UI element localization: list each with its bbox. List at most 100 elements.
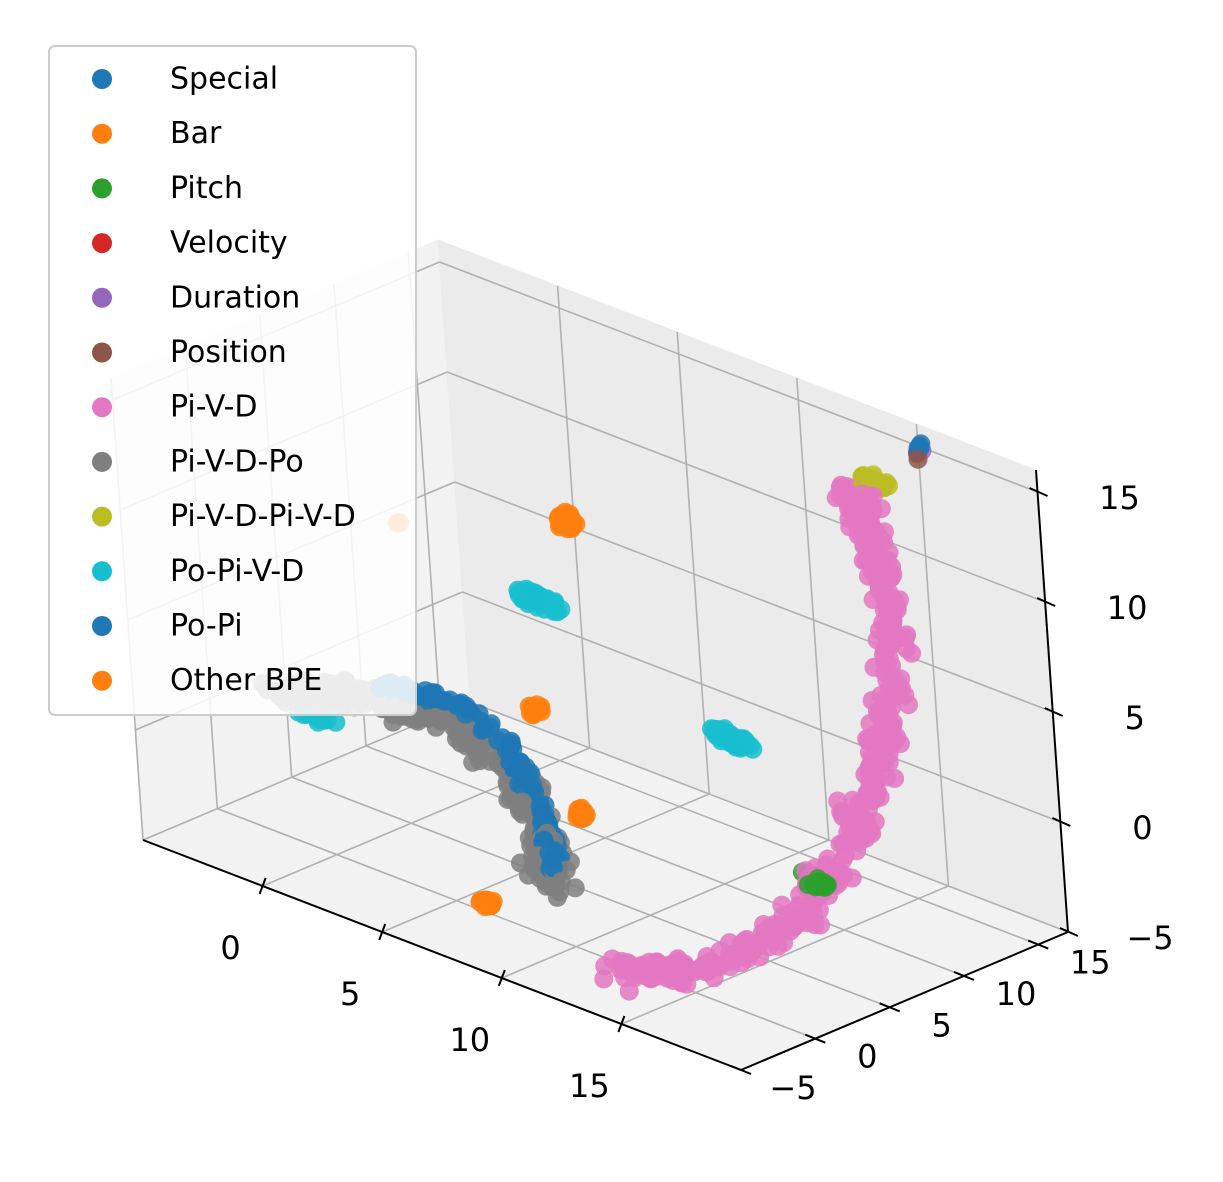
data-point: [892, 679, 911, 698]
data-point: [570, 799, 590, 819]
data-point: [738, 949, 758, 969]
z-tick-label: −5: [1126, 919, 1173, 957]
data-point: [383, 712, 403, 732]
data-point: [869, 527, 889, 547]
data-point: [470, 892, 490, 912]
z-tick: [1059, 927, 1079, 937]
legend: Special Bar Pitch Velocity Duration Position P…: [48, 45, 417, 716]
data-point: [815, 877, 835, 897]
data-point: [513, 792, 533, 812]
gridline-y-floor: [439, 713, 1039, 946]
data-point: [595, 956, 615, 976]
data-point: [548, 602, 567, 622]
gridline-x-back: [676, 331, 710, 795]
legend-marker: [92, 342, 112, 363]
data-point: [558, 519, 578, 539]
legend-label: Other BPE: [170, 663, 322, 698]
gridline-x-floor: [621, 885, 949, 1025]
gridline-z-back: [439, 261, 1038, 493]
axes: 0 5 10 15 −5 0 5 10 15 −5 0 5 10 15: [142, 469, 1174, 1107]
data-point: [530, 797, 550, 816]
legend-marker: [92, 451, 112, 472]
x-tick: [258, 877, 267, 895]
legend-label: Po-Pi-V-D: [170, 554, 304, 589]
y-tick: [804, 1033, 826, 1044]
data-point: [899, 695, 918, 715]
data-point: [463, 752, 483, 772]
data-point: [435, 710, 455, 730]
z-tick-label: 15: [1099, 479, 1140, 517]
y-tick-label: 0: [857, 1038, 877, 1076]
legend-marker: [92, 670, 112, 691]
z-tick-label: 0: [1132, 809, 1152, 847]
data-point: [474, 718, 494, 738]
data-point: [734, 736, 754, 756]
data-point: [879, 649, 899, 669]
legend-marker: [92, 123, 112, 144]
legend-label: Position: [170, 335, 287, 370]
legend-label: Velocity: [170, 226, 288, 261]
y-tick: [953, 970, 975, 981]
data-point: [435, 691, 455, 711]
z-axis-line: [1035, 469, 1069, 933]
gridline-y-floor: [365, 745, 965, 977]
data-point: [513, 587, 532, 607]
data-point: [884, 604, 904, 624]
x-tick-label: 15: [569, 1067, 610, 1105]
data-point: [419, 709, 439, 728]
gridline-z-back: [462, 591, 1061, 823]
x-tick: [617, 1015, 626, 1033]
z-tick: [1044, 707, 1064, 717]
data-point: [847, 841, 867, 861]
data-point: [672, 972, 692, 992]
legend-label: Pi-V-D: [170, 390, 258, 425]
z-tick: [1029, 487, 1048, 497]
gridline-x-back: [796, 377, 830, 841]
x-axis-line: [142, 839, 742, 1071]
data-point: [897, 625, 917, 645]
legend-label: Bar: [170, 116, 222, 151]
x-tick: [378, 923, 387, 941]
data-point: [721, 957, 741, 977]
data-point: [547, 887, 567, 907]
legend-marker: [92, 287, 112, 308]
x-tick-label: 0: [220, 929, 240, 967]
data-point: [498, 790, 518, 809]
legend-marker: [92, 506, 112, 527]
legend-marker: [92, 561, 112, 582]
z-tick: [1036, 597, 1056, 607]
gridline-z-back: [446, 371, 1046, 603]
legend-label: Pi-V-D-Po: [170, 444, 304, 479]
y-tick: [730, 1065, 752, 1075]
gridline-y-floor: [291, 776, 890, 1009]
legend-label: Po-Pi: [170, 609, 243, 644]
gridline-z-back: [469, 701, 1069, 933]
legend-label: Pitch: [170, 171, 243, 206]
data-point: [551, 871, 571, 891]
data-point: [523, 702, 543, 721]
y-tick-label: 5: [931, 1006, 951, 1044]
data-point: [667, 951, 687, 971]
legend-marker: [92, 69, 112, 89]
gridline-x-floor: [501, 839, 830, 979]
legend-label: Duration: [170, 280, 300, 315]
z-tick-label: 5: [1125, 699, 1145, 737]
x-tick-label: 10: [449, 1021, 490, 1059]
gridline-y-floor: [217, 807, 816, 1040]
data-point: [897, 639, 917, 659]
data-point: [456, 704, 475, 724]
data-points: [253, 434, 932, 1001]
y-tick-label: 10: [996, 975, 1037, 1013]
legend-marker: [92, 178, 112, 199]
data-point: [704, 968, 724, 988]
legend-box: [48, 45, 417, 716]
data-point: [857, 729, 877, 749]
z-tick: [1051, 817, 1071, 827]
data-point: [780, 921, 800, 941]
x-tick: [497, 969, 506, 987]
data-point: [543, 858, 563, 878]
z-tick-label: 10: [1107, 589, 1148, 627]
y-axis-line: [740, 931, 1069, 1071]
data-point: [868, 782, 887, 802]
